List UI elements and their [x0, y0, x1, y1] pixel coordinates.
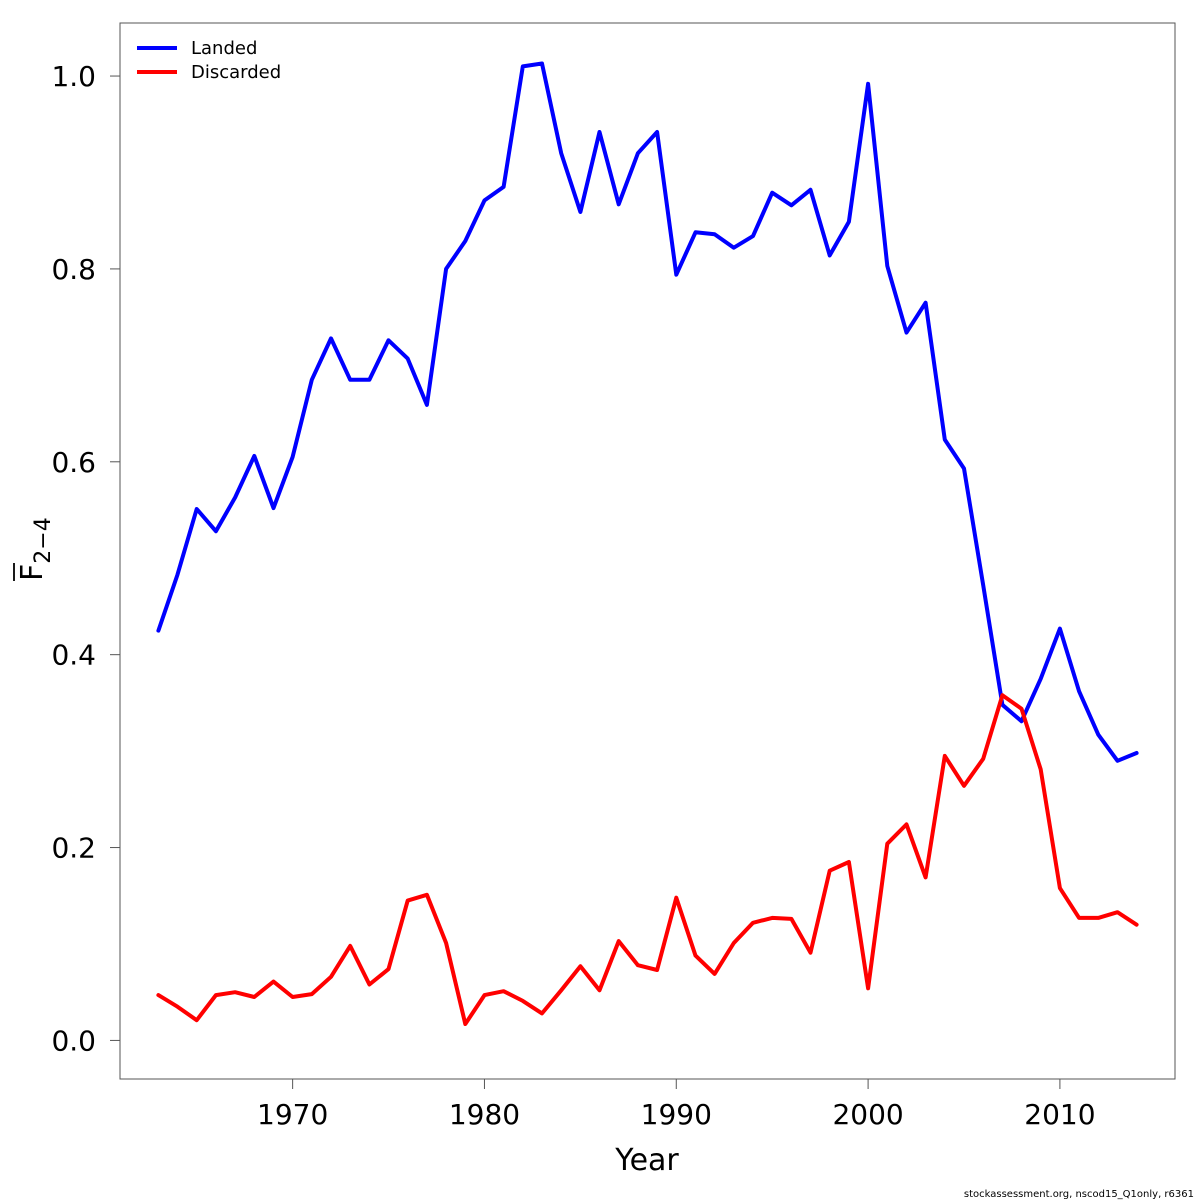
y-axis-title: F2−4 — [13, 517, 56, 581]
footer-credit: stockassessment.org, nscod15_Q1only, r63… — [964, 1189, 1194, 1200]
x-axis: 1970 1980 1990 2000 2010 — [257, 1079, 1096, 1131]
x-tick-label: 1970 — [257, 1098, 328, 1131]
y-axis: 0.0 0.2 0.4 0.6 0.8 1.0 — [51, 60, 120, 1057]
x-tick-label: 1990 — [641, 1098, 712, 1131]
y-axis-title-base: F — [15, 564, 50, 581]
y-axis-title-sub: 2−4 — [31, 517, 56, 563]
x-tick-label: 1980 — [449, 1098, 520, 1131]
y-tick-label: 1.0 — [51, 60, 96, 93]
legend-label-discarded: Discarded — [191, 62, 281, 83]
y-tick-label: 0.4 — [51, 639, 96, 672]
legend: Landed Discarded — [137, 38, 281, 83]
x-tick-label: 2010 — [1024, 1098, 1095, 1131]
plot-frame — [119, 22, 1176, 1080]
y-tick-label: 0.2 — [51, 832, 96, 865]
y-tick-label: 0.6 — [51, 446, 96, 479]
y-tick-label: 0.0 — [51, 1024, 96, 1057]
series-line-discarded — [156, 693, 1139, 1026]
series-lines — [156, 61, 1139, 1026]
y-tick-label: 0.8 — [51, 253, 96, 286]
x-axis-title: Year — [614, 1143, 679, 1178]
legend-label-landed: Landed — [191, 38, 257, 59]
svg-text:F2−4: F2−4 — [15, 517, 56, 581]
series-line-landed — [156, 61, 1139, 763]
x-tick-label: 2000 — [832, 1098, 903, 1131]
